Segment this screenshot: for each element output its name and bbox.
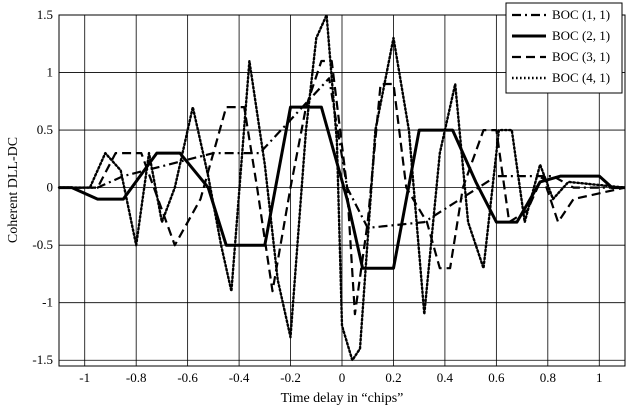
legend-label: BOC (2, 1): [552, 28, 610, 43]
x-tick-labels: -1 -0.8 -0.6 -0.4 -0.2 0 0.2 0.4 0.6 0.8 1: [79, 370, 602, 385]
x-tick-label: 0.2: [385, 370, 401, 385]
y-axis-label: Coherent DLL-DC: [6, 137, 21, 243]
x-axis-label: Time delay in “chips”: [281, 391, 404, 406]
y-tick-label: -1: [42, 295, 53, 310]
series-line-2: [59, 105, 625, 270]
y-tick-label: 0.5: [37, 122, 53, 137]
x-tick-label: 0: [339, 370, 346, 385]
legend-label: BOC (3, 1): [552, 49, 610, 64]
plot-frame: [58, 14, 626, 367]
x-tick-label: 0.6: [488, 370, 505, 385]
legend: BOC (1, 1) BOC (2, 1) BOC (3, 1) BOC (4, 1): [505, 2, 623, 94]
x-tick-label: -1: [79, 370, 90, 385]
x-tick-label: 0.4: [437, 370, 454, 385]
y-tick-label: 1: [47, 65, 54, 80]
legend-label: BOC (1, 1): [552, 7, 610, 22]
x-tick-label: -0.6: [177, 370, 198, 385]
x-tick-label: -0.8: [126, 370, 147, 385]
x-tick-label: -0.4: [229, 370, 250, 385]
series-line-4: [57, 13, 627, 362]
series-line-3: [59, 59, 626, 316]
x-tick-label: -0.2: [280, 370, 301, 385]
y-tick-label: -0.5: [32, 237, 53, 252]
y-tick-label: -1.5: [32, 352, 53, 367]
legend-label: BOC (4, 1): [552, 70, 610, 85]
y-tick-labels: -1.5 -1 -0.5 0 0.5 1 1.5: [32, 7, 53, 367]
y-tick-label: 0: [47, 180, 54, 195]
series-layer: [57, 13, 627, 362]
x-tick-label: 0.8: [540, 370, 556, 385]
x-tick-label: 1: [596, 370, 603, 385]
y-tick-label: 1.5: [37, 7, 53, 22]
